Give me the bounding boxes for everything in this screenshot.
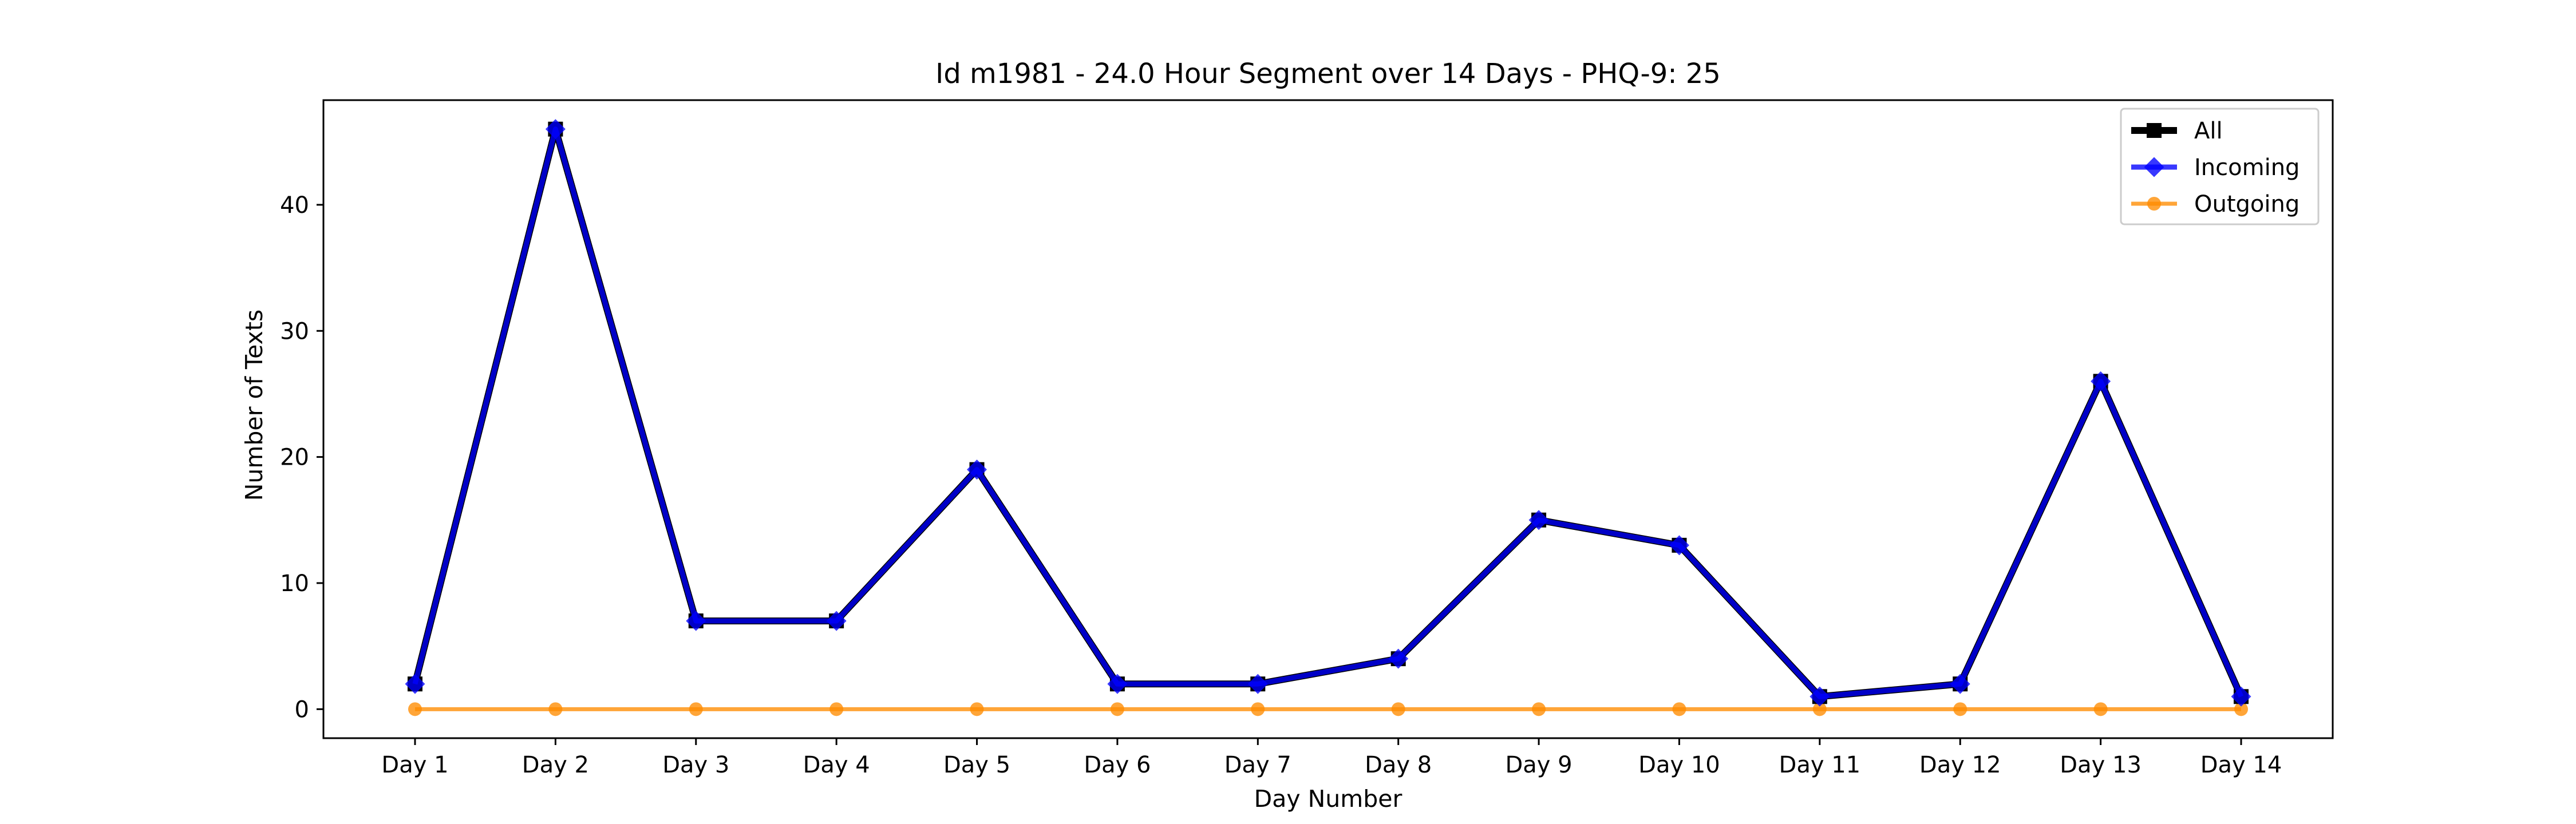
plot-area: [405, 119, 2251, 716]
x-tick-label: Day 1: [381, 752, 448, 778]
x-tick-label: Day 9: [1505, 752, 1572, 778]
axes: Day 1 Day 2 Day 3 Day 4 Day 5 Day 6 Day 7 Day 8…: [280, 99, 2334, 778]
series-all: [408, 121, 2249, 704]
y-tick-label: 20: [280, 445, 309, 471]
data-point-outgoing: [408, 702, 422, 716]
data-point-incoming: [1388, 648, 1409, 669]
data-point-incoming: [826, 611, 847, 631]
data-point-incoming: [545, 119, 566, 140]
y-tick-label: 30: [280, 318, 309, 344]
y-axis-title: Number of Texts: [240, 310, 268, 501]
x-tick-label: Day 13: [2060, 752, 2142, 778]
data-point-outgoing: [829, 702, 844, 716]
series-line-incoming: [412, 126, 2244, 699]
x-tick-label: Day 14: [2200, 752, 2282, 778]
data-point-incoming: [686, 611, 706, 631]
data-point-incoming: [1247, 674, 1268, 694]
data-point-incoming: [2231, 686, 2251, 707]
x-tick-label: Day 12: [1919, 752, 2001, 778]
data-point-outgoing: [2234, 702, 2248, 716]
data-point-incoming: [1669, 535, 1689, 556]
chart-title: Id m1981 - 24.0 Hour Segment over 14 Day…: [935, 58, 1721, 90]
series-line-all: [412, 125, 2245, 700]
legend-marker-incoming: [2144, 157, 2164, 177]
data-point-outgoing: [1391, 702, 1405, 716]
data-point-outgoing: [1251, 702, 1265, 716]
legend-item-all: All: [2131, 118, 2223, 144]
data-point-incoming: [1809, 686, 1830, 707]
data-point-outgoing: [970, 702, 984, 716]
data-point-outgoing: [1953, 702, 1967, 716]
legend: All Incoming Outgoing: [2120, 108, 2320, 225]
data-point-incoming: [967, 459, 987, 480]
x-tick-label: Day 4: [803, 752, 870, 778]
data-point-outgoing: [1812, 702, 1827, 716]
data-point-incoming: [1528, 510, 1549, 530]
data-point-outgoing: [1672, 702, 1686, 716]
plot-frame: [322, 99, 2334, 739]
data-point-outgoing: [1110, 702, 1124, 716]
legend-marker-outgoing: [2147, 197, 2161, 211]
legend-item-incoming: Incoming: [2131, 154, 2300, 181]
data-point-incoming: [1950, 674, 1970, 694]
y-tick-label: 0: [295, 696, 309, 723]
x-axis-title: Day Number: [1254, 785, 1402, 813]
data-point-outgoing: [689, 702, 703, 716]
y-tick-label: 10: [280, 571, 309, 597]
data-point-incoming: [2091, 371, 2111, 391]
x-tick-label: Day 7: [1224, 752, 1291, 778]
series-outgoing: [408, 702, 2248, 716]
legend-label-incoming: Incoming: [2194, 154, 2300, 181]
x-tick-label: Day 8: [1365, 752, 1432, 778]
x-tick-label: Day 10: [1638, 752, 1720, 778]
data-point-incoming: [405, 674, 425, 694]
series-incoming: [405, 119, 2251, 707]
legend-item-outgoing: Outgoing: [2131, 191, 2300, 217]
x-tick-label: Day 3: [662, 752, 729, 778]
legend-marker-all: [2147, 123, 2162, 138]
legend-label-all: All: [2194, 118, 2223, 144]
data-point-outgoing: [548, 702, 563, 716]
legend-label-outgoing: Outgoing: [2194, 191, 2300, 217]
data-point-outgoing: [2093, 702, 2108, 716]
data-point-incoming: [1107, 674, 1128, 694]
x-tick-label: Day 2: [522, 752, 589, 778]
x-tick-label: Day 6: [1084, 752, 1151, 778]
y-tick-label: 40: [280, 192, 309, 219]
data-point-outgoing: [1532, 702, 1546, 716]
legend-box: [2120, 108, 2320, 225]
x-tick-label: Day 11: [1779, 752, 1861, 778]
x-tick-label: Day 5: [943, 752, 1010, 778]
